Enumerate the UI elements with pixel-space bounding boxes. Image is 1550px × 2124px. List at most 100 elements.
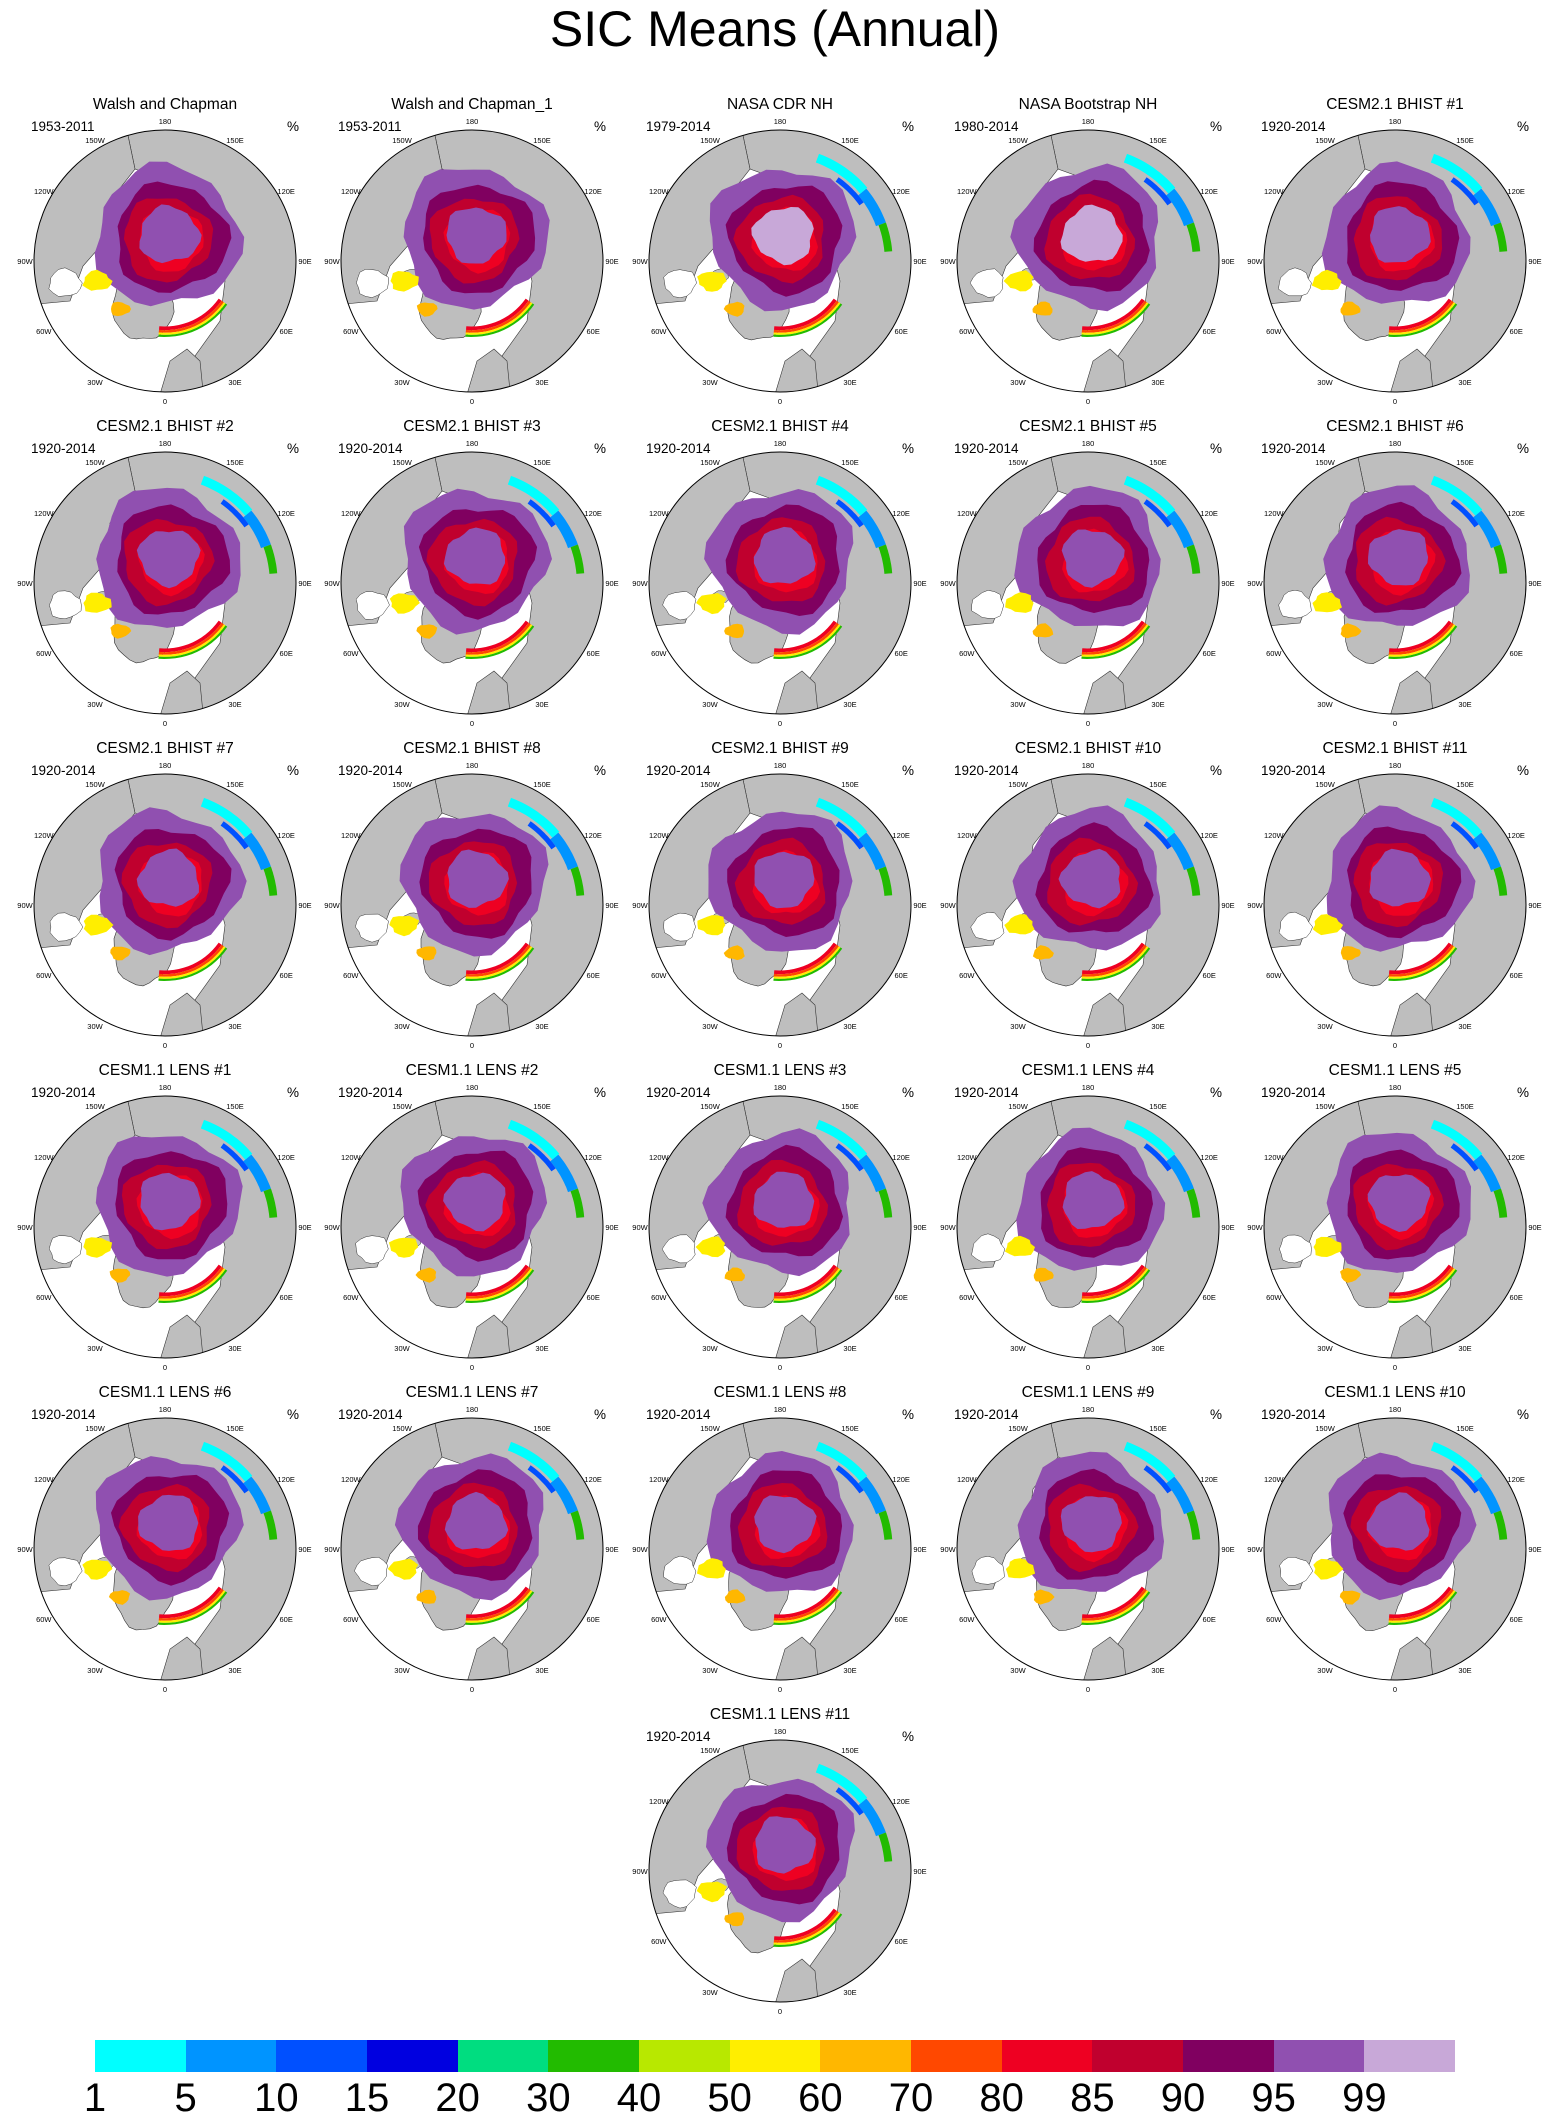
labrador-ice [110,946,131,961]
baffin-ice [1313,1558,1344,1580]
colorbar-swatch [95,2040,186,2072]
colorbar-swatch [639,2040,730,2072]
longitude-label: 30E [1458,1666,1471,1675]
marginal-ice-strip [1081,1591,1151,1625]
ice-core [443,1172,506,1232]
marginal-ice-strip [773,947,843,981]
longitude-label: 60E [280,1615,293,1624]
marginal-ice-strip [158,1588,224,1621]
longitude-label: 180 [466,1083,479,1092]
panel-map-svg: 180 150E 120E 90E 60E 30E 0 30W 60W 90W 120W 150W [17,1405,311,1694]
marginal-ice-strip [1388,946,1456,979]
longitude-label: 120E [892,831,910,840]
longitude-label: 60E [280,971,293,980]
ice-core [1367,1174,1431,1232]
map-boundary [648,1417,912,1681]
longitude-label: 150W [700,136,721,145]
panel-map-svg: 180 150E 120E 90E 60E 30E 0 30W 60W 90W 120W 150W [632,117,926,406]
colorbar-swatch [1092,2040,1184,2072]
marginal-ice-strip [1389,620,1452,653]
marginal-ice-strip [1081,1266,1147,1299]
sea-ice-field [1004,797,1201,981]
longitude-label: 30W [1317,1666,1333,1675]
scandinavia-landmass [769,348,821,392]
pacific-marginal-ice [1473,832,1501,871]
panel-title: NASA CDR NH [727,96,833,113]
longitude-label: 60E [1203,649,1216,658]
sea-ice-field [1313,1441,1508,1625]
pacific-marginal-ice [220,499,249,528]
pacific-marginal-ice [1123,1119,1176,1160]
marginal-ice-strip [1388,300,1454,333]
map-panel: 180 150E 120E 90E 60E 30E 0 30W 60W 90W 120W 150W CE… [322,417,622,728]
longitude-label: 90W [324,1545,340,1554]
longitude-label: 150W [85,1102,106,1111]
longitude-label: 60W [959,1293,975,1302]
longitude-label: 60W [36,971,52,980]
longitude-label: 90E [913,257,926,266]
colorbar-label: 50 [707,2076,752,2120]
longitude-label: 120E [1200,831,1218,840]
scandinavia-landmass [154,992,206,1036]
longitude-label: 120E [1507,1475,1525,1484]
colorbar-swatch [548,2040,640,2072]
colorbar-swatch [457,2040,549,2072]
marginal-ice-strip [465,944,531,977]
marginal-ice-strip [774,298,837,331]
panel-units: % [1209,763,1222,778]
polar-map [341,452,603,714]
marginal-ice-strip [774,1586,837,1619]
map-panel: 180 150E 120E 90E 60E 30E 0 30W 60W 90W 120W 150W CE… [322,1383,622,1694]
longitude-label: 150E [1456,1102,1474,1111]
colorbar-label: 80 [979,2076,1024,2120]
colorbar-label: 99 [1342,2076,1387,2120]
longitude-label: 90E [605,1223,618,1232]
panel-map-svg: 180 150E 120E 90E 60E 30E 0 30W 60W 90W 120W 150W [632,1083,926,1372]
longitude-label: 90E [913,1545,926,1554]
panel-title: CESM2.1 BHIST #1 [1326,96,1464,113]
panel-title: CESM1.1 LENS #6 [98,1384,232,1401]
colorbar-swatch [1273,2040,1365,2072]
pacific-marginal-ice [527,1465,556,1494]
panel-title: Walsh and Chapman_1 [391,96,553,113]
panel-map-svg: 180 150E 120E 90E 60E 30E 0 30W 60W 90W 120W 150W [1247,1083,1541,1372]
longitude-label: 0 [163,719,167,728]
pacific-marginal-ice [1430,797,1483,838]
labrador-ice [1032,623,1054,638]
panel-map-svg: 180 150E 120E 90E 60E 30E 0 30W 60W 90W 120W 150W [17,439,311,728]
longitude-label: 30E [1458,700,1471,709]
panel-map-svg: 180 150E 120E 90E 60E 30E 0 30W 60W 90W 120W 150W [17,1083,311,1372]
pacific-marginal-ice [1123,153,1176,194]
panel-units: % [1209,1085,1222,1100]
map-panel: 180 150E 120E 90E 60E 30E 0 30W 60W 90W 120W 150W CE… [630,417,930,728]
longitude-label: 150E [841,458,859,467]
pacific-marginal-ice [1473,1154,1501,1193]
map-panel: 180 150E 120E 90E 60E 30E 0 30W 60W 90W 120W 150W CE… [630,1383,930,1694]
map-panel: 180 150E 120E 90E 60E 30E 0 30W 60W 90W 120W 150W CE… [15,1061,315,1372]
panel-units: % [286,763,299,778]
map-panel: 180 150E 120E 90E 60E 30E 0 30W 60W 90W 120W 150W CE… [938,1061,1238,1372]
pacific-marginal-ice [550,1154,578,1193]
pacific-marginal-ice [835,177,864,206]
longitude-label: 180 [466,439,479,448]
marginal-ice-strip [1081,946,1149,979]
longitude-label: 90E [1528,579,1541,588]
marginal-ice-strip [159,1586,222,1619]
scandinavia-landmass [461,1636,513,1680]
longitude-label: 120W [341,1153,362,1162]
pacific-marginal-ice [878,1188,893,1218]
longitude-label: 90W [940,1545,956,1554]
longitude-label: 120E [277,1153,295,1162]
marginal-ice-strip [465,1590,533,1623]
longitude-label: 30W [1010,378,1026,387]
longitude-label: 150W [700,458,721,467]
marginal-ice-strip [1388,1591,1458,1625]
map-panel: 180 150E 120E 90E 60E 30E 0 30W 60W 90W 120W 150W CE… [15,1383,315,1694]
pacific-marginal-ice [1166,510,1194,549]
panel-map-svg: 180 150E 120E 90E 60E 30E 0 30W 60W 90W 120W 150W [632,439,926,728]
labrador-ice [416,302,438,317]
longitude-label: 90E [913,579,926,588]
longitude-label: 120E [892,187,910,196]
colorbar-swatch [185,2040,277,2072]
labrador-ice [109,1268,131,1283]
